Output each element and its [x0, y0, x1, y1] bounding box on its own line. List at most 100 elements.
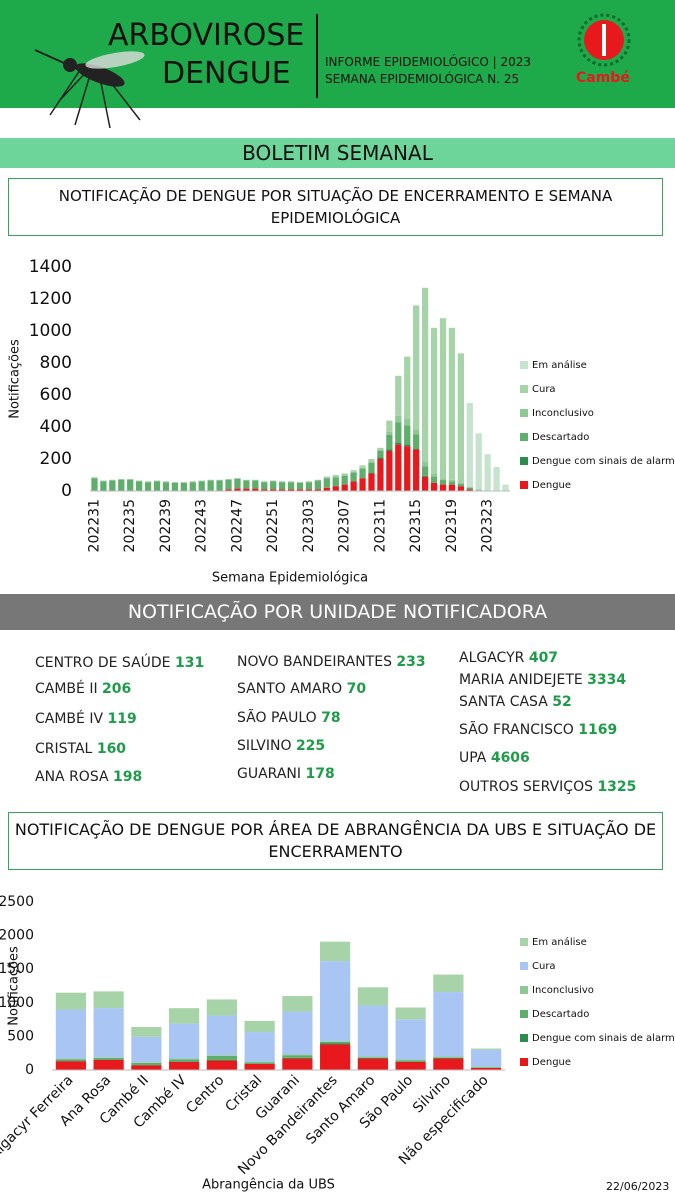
x-tick-label: 202231 [86, 499, 102, 552]
bar-segment [127, 479, 134, 491]
bar-segment [279, 482, 286, 490]
unit-item: SÃO FRANCISCO 1169 [459, 722, 617, 738]
unit-name: SANTO AMARO [237, 681, 343, 697]
bar-segment [180, 482, 187, 483]
bar-segment [368, 463, 375, 473]
bar-segment [320, 1041, 351, 1044]
x-tick-label: 202307 [337, 499, 353, 552]
unit-name: ANA ROSA [35, 769, 109, 785]
bar-segment [368, 461, 375, 463]
legend-swatch [520, 457, 528, 465]
unit-name: GUARANI [237, 766, 302, 782]
bar-segment [131, 1065, 162, 1070]
bar-segment [413, 449, 420, 491]
unit-item: SILVINO 225 [237, 738, 325, 754]
bar-segment [136, 480, 143, 482]
bar-segment [421, 466, 429, 476]
bar-segment [225, 479, 232, 490]
unit-value: 1325 [597, 779, 637, 795]
x-tick-label: Centro [183, 1072, 227, 1116]
bar-segment [466, 487, 473, 490]
bar-segment [169, 1061, 200, 1070]
header-title: DENGUE [162, 56, 291, 91]
bar-segment [244, 1063, 275, 1070]
y-tick-label: 0 [61, 481, 72, 501]
bar-segment [252, 479, 259, 481]
bar-segment [206, 999, 237, 1016]
bar-segment [287, 481, 295, 483]
bar-segment [448, 481, 456, 485]
x-axis-title: Semana Epidemiológica [212, 571, 368, 586]
bar-segment [395, 1060, 426, 1062]
unit-value: 119 [107, 711, 137, 727]
bar-segment [404, 446, 411, 491]
bar-segment [404, 356, 411, 419]
bar-segment [131, 1062, 162, 1063]
bar-segment [359, 465, 366, 468]
bar-segment [395, 1059, 426, 1061]
y-tick-label: 1200 [29, 289, 72, 309]
bar-segment [395, 1007, 426, 1020]
bar-segment [421, 475, 429, 477]
unit-value: 4606 [490, 750, 530, 766]
y-tick-label: 200 [40, 449, 72, 469]
bar-segment [206, 1059, 237, 1061]
legend-label: Em análise [532, 936, 587, 948]
unit-item: GUARANI 178 [237, 766, 335, 782]
bar-segment [305, 482, 313, 490]
x-tick-label: 202315 [408, 499, 424, 552]
bar-segment [421, 476, 429, 491]
bar-segment [471, 1067, 502, 1070]
bar-segment [93, 1057, 124, 1058]
bar-segment [439, 318, 447, 479]
bar-segment [169, 1061, 200, 1062]
unit-item: ANA ROSA 198 [35, 769, 142, 785]
legend-label: Inconclusivo [532, 985, 594, 996]
unit-value: 206 [102, 681, 132, 697]
bar-segment [341, 484, 348, 491]
unit-name: SÃO FRANCISCO [459, 722, 574, 738]
bar-segment [395, 422, 402, 443]
legend-label: Dengue [532, 480, 571, 491]
bar-segment [162, 482, 170, 491]
legend-swatch [520, 938, 528, 946]
bar-segment [169, 1058, 200, 1060]
bar-segment [234, 488, 241, 491]
bar-segment [493, 467, 500, 491]
bar-segment [430, 473, 438, 477]
bar-segment [421, 461, 429, 467]
bar-segment [466, 403, 473, 487]
unit-value: 178 [305, 766, 335, 782]
x-tick-label: 202251 [265, 499, 281, 552]
bar-segment [433, 1058, 464, 1070]
bar-segment [244, 1061, 275, 1063]
unit-value: 78 [321, 710, 341, 726]
bar-segment [207, 479, 214, 481]
bar-segment [206, 1055, 237, 1056]
legend-swatch [520, 433, 528, 441]
bar-segment [357, 1057, 388, 1058]
bar-segment [225, 489, 232, 491]
bar-segment [244, 1062, 275, 1064]
bar-segment [296, 482, 304, 483]
bar-segment [198, 481, 205, 491]
bar-segment [314, 489, 321, 491]
bar-segment [189, 481, 196, 483]
unit-item: SANTO AMARO 70 [237, 681, 366, 697]
bar-segment [404, 425, 411, 445]
bar-segment [153, 481, 161, 491]
date: 22/06/2023 [606, 1180, 670, 1193]
legend-swatch [520, 1010, 528, 1018]
bar-segment [332, 477, 339, 487]
bar-segment [357, 1005, 388, 1057]
bar-segment [395, 1061, 426, 1070]
bar-segment [171, 483, 179, 491]
bar-segment [169, 1023, 200, 1059]
header-title: ARBOVIROSE [108, 18, 305, 53]
banner: BOLETIM SEMANAL [0, 138, 675, 168]
bar-segment [395, 375, 402, 416]
bar-segment [282, 996, 313, 1012]
bar-segment [448, 479, 456, 482]
